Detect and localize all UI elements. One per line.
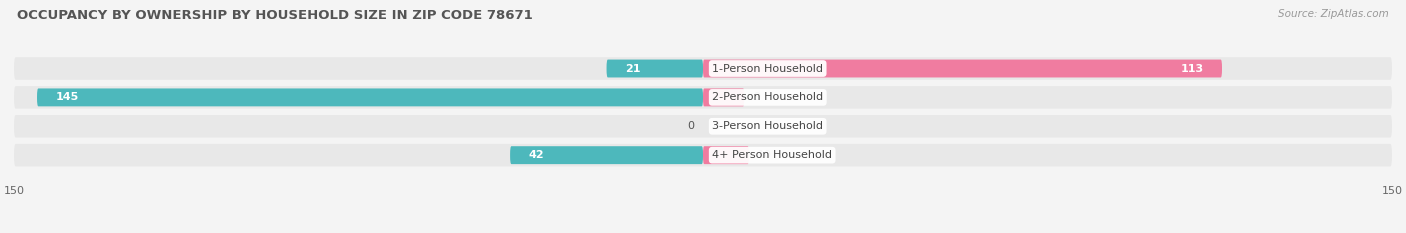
Text: 42: 42 — [529, 150, 544, 160]
Text: 3-Person Household: 3-Person Household — [713, 121, 823, 131]
Text: 145: 145 — [55, 93, 79, 102]
FancyBboxPatch shape — [510, 146, 703, 164]
FancyBboxPatch shape — [606, 60, 703, 77]
Text: 0: 0 — [686, 121, 693, 131]
Text: OCCUPANCY BY OWNERSHIP BY HOUSEHOLD SIZE IN ZIP CODE 78671: OCCUPANCY BY OWNERSHIP BY HOUSEHOLD SIZE… — [17, 9, 533, 22]
Text: 1-Person Household: 1-Person Household — [713, 64, 823, 74]
FancyBboxPatch shape — [37, 89, 703, 106]
Text: 10: 10 — [758, 150, 772, 160]
Text: 2-Person Household: 2-Person Household — [713, 93, 824, 102]
FancyBboxPatch shape — [703, 89, 744, 106]
Text: 9: 9 — [754, 93, 761, 102]
FancyBboxPatch shape — [14, 144, 1392, 166]
Text: 0: 0 — [713, 121, 720, 131]
FancyBboxPatch shape — [14, 57, 1392, 80]
FancyBboxPatch shape — [14, 115, 1392, 137]
Text: 4+ Person Household: 4+ Person Household — [713, 150, 832, 160]
Text: 113: 113 — [1181, 64, 1204, 74]
FancyBboxPatch shape — [703, 60, 1222, 77]
FancyBboxPatch shape — [14, 86, 1392, 109]
Text: Source: ZipAtlas.com: Source: ZipAtlas.com — [1278, 9, 1389, 19]
Text: 21: 21 — [624, 64, 640, 74]
FancyBboxPatch shape — [703, 146, 749, 164]
